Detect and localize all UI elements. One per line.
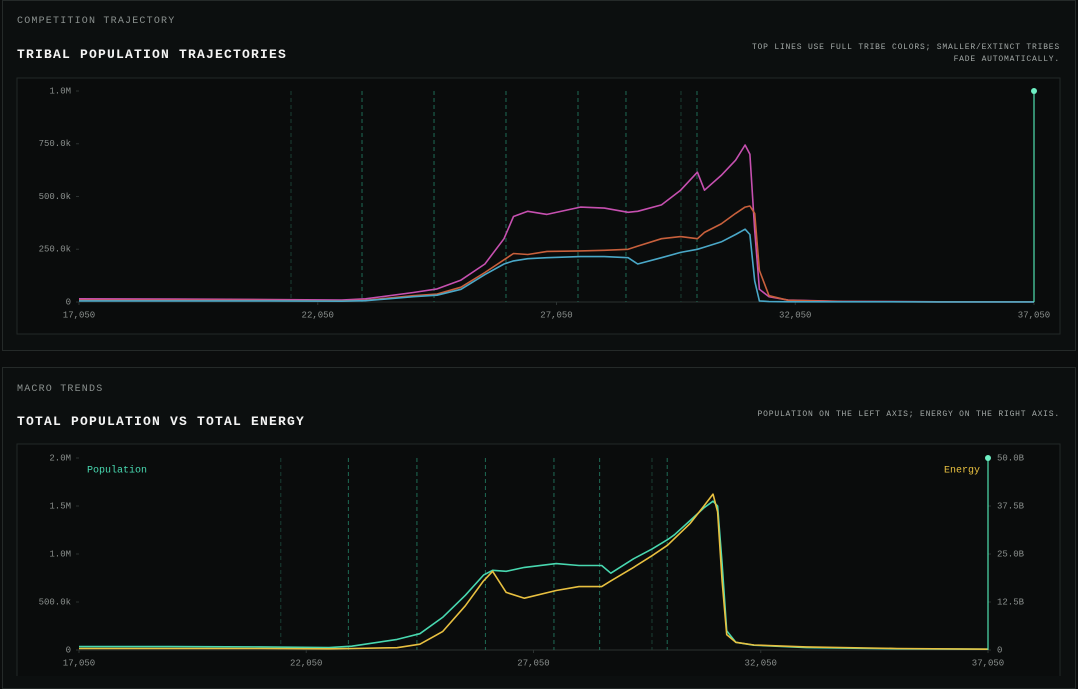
y2-tick-label: 0 (997, 645, 1002, 655)
x-tick-label: 32,050 (745, 658, 777, 668)
x-tick-label: 37,050 (1018, 310, 1050, 320)
section-label: MACRO TRENDS (17, 384, 104, 395)
x-tick-label: 27,050 (540, 310, 572, 320)
chart-title: TRIBAL POPULATION TRAJECTORIES (17, 47, 288, 62)
y2-tick-label: 12.5B (997, 597, 1025, 607)
x-tick-label: 37,050 (972, 658, 1004, 668)
y-tick-label: 0 (66, 297, 71, 307)
chart-note: TOP LINES USE FULL TRIBE COLORS; SMALLER… (751, 43, 1060, 64)
y-tick-label: 1.5M (49, 501, 71, 511)
plot-frame (16, 443, 1061, 676)
legend-entry: Population (87, 465, 147, 477)
y-tick-label: 250.0k (39, 245, 71, 255)
y-tick-label: 2.0M (49, 453, 71, 463)
chart-title: TOTAL POPULATION VS TOTAL ENERGY (17, 414, 306, 429)
y-tick-label: 500.0k (39, 597, 71, 607)
y2-tick-label: 50.0B (997, 453, 1025, 463)
x-tick-label: 27,050 (517, 658, 549, 668)
x-tick-label: 17,050 (63, 658, 95, 668)
series-line (78, 144, 1034, 303)
y-tick-label: 0 (66, 645, 71, 655)
y-tick-label: 750.0k (39, 139, 71, 149)
legend-entry: Energy (944, 466, 980, 477)
x-tick-label: 22,050 (302, 310, 334, 320)
y-tick-label: 1.0M (49, 86, 71, 96)
series-line (79, 228, 1034, 303)
series-line (79, 493, 989, 650)
cursor-dot (985, 455, 991, 461)
y2-tick-label: 37.5B (997, 501, 1025, 511)
x-tick-label: 17,050 (63, 310, 95, 320)
y2-tick-label: 25.0B (997, 549, 1025, 559)
chart-note: POPULATION ON THE LEFT AXIS; ENERGY ON T… (757, 410, 1060, 419)
y-tick-label: 500.0k (39, 192, 71, 202)
plot-frame (16, 77, 1061, 335)
y-tick-label: 1.0M (49, 549, 71, 559)
section-label: COMPETITION TRAJECTORY (17, 16, 176, 27)
cursor-dot (1031, 88, 1037, 94)
x-tick-label: 22,050 (290, 658, 322, 668)
x-tick-label: 32,050 (779, 310, 811, 320)
series-line (79, 205, 1034, 303)
